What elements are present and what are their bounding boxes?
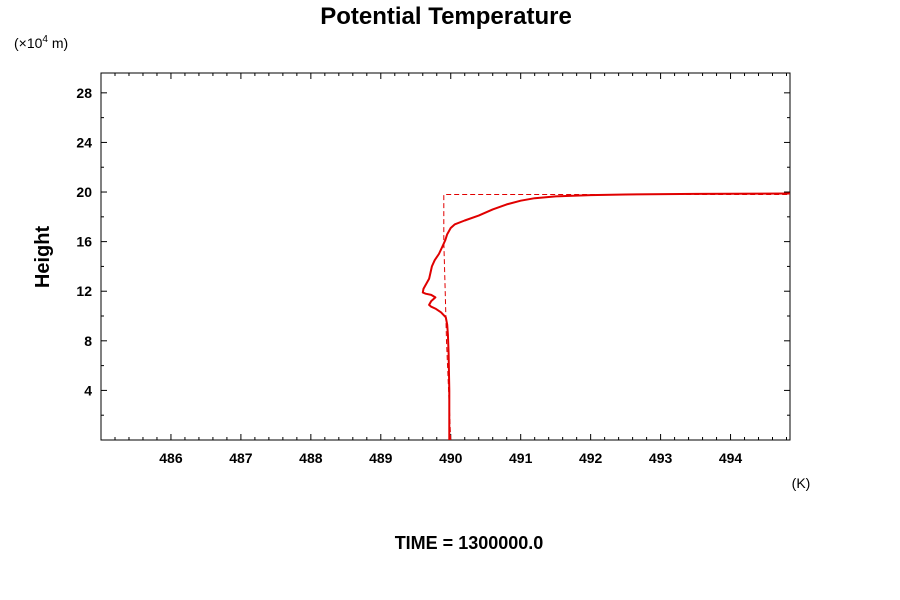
y-unit-exponent: 4 — [42, 34, 48, 45]
initial-profile-line — [443, 194, 790, 441]
y-tick-label: 12 — [76, 283, 92, 299]
y-tick-label: 16 — [76, 234, 92, 250]
plot-area: 486 487 488 489 490 491 492 493 494 4 8 12 16 20 24 28 — [76, 72, 791, 466]
x-tick-label: 494 — [719, 450, 743, 466]
y-unit-prefix: (×10 — [14, 35, 43, 51]
y-unit-label: (×104 m) — [14, 34, 68, 51]
x-tick-label: 493 — [649, 450, 673, 466]
y-tick-label: 24 — [76, 134, 92, 150]
x-tick-label: 487 — [229, 450, 253, 466]
x-tick-label: 491 — [509, 450, 533, 466]
x-tick-label: 492 — [579, 450, 603, 466]
y-tick-label: 8 — [84, 333, 92, 349]
x-tick-label: 486 — [159, 450, 183, 466]
x-unit-label: (K) — [792, 475, 811, 491]
y-unit-suffix: m) — [48, 35, 68, 51]
x-tick-label: 490 — [439, 450, 463, 466]
plot-frame — [100, 72, 791, 441]
y-tick-label: 20 — [76, 184, 92, 200]
time-label: TIME = 1300000.0 — [395, 533, 544, 553]
x-tick-label: 488 — [299, 450, 323, 466]
chart-title: Potential Temperature — [320, 3, 572, 30]
y-tick-label: 28 — [76, 85, 92, 101]
y-axis-label: Height — [32, 226, 54, 289]
y-tick-label: 4 — [84, 382, 92, 398]
potential-temperature-line — [421, 192, 791, 440]
x-tick-label: 489 — [369, 450, 393, 466]
